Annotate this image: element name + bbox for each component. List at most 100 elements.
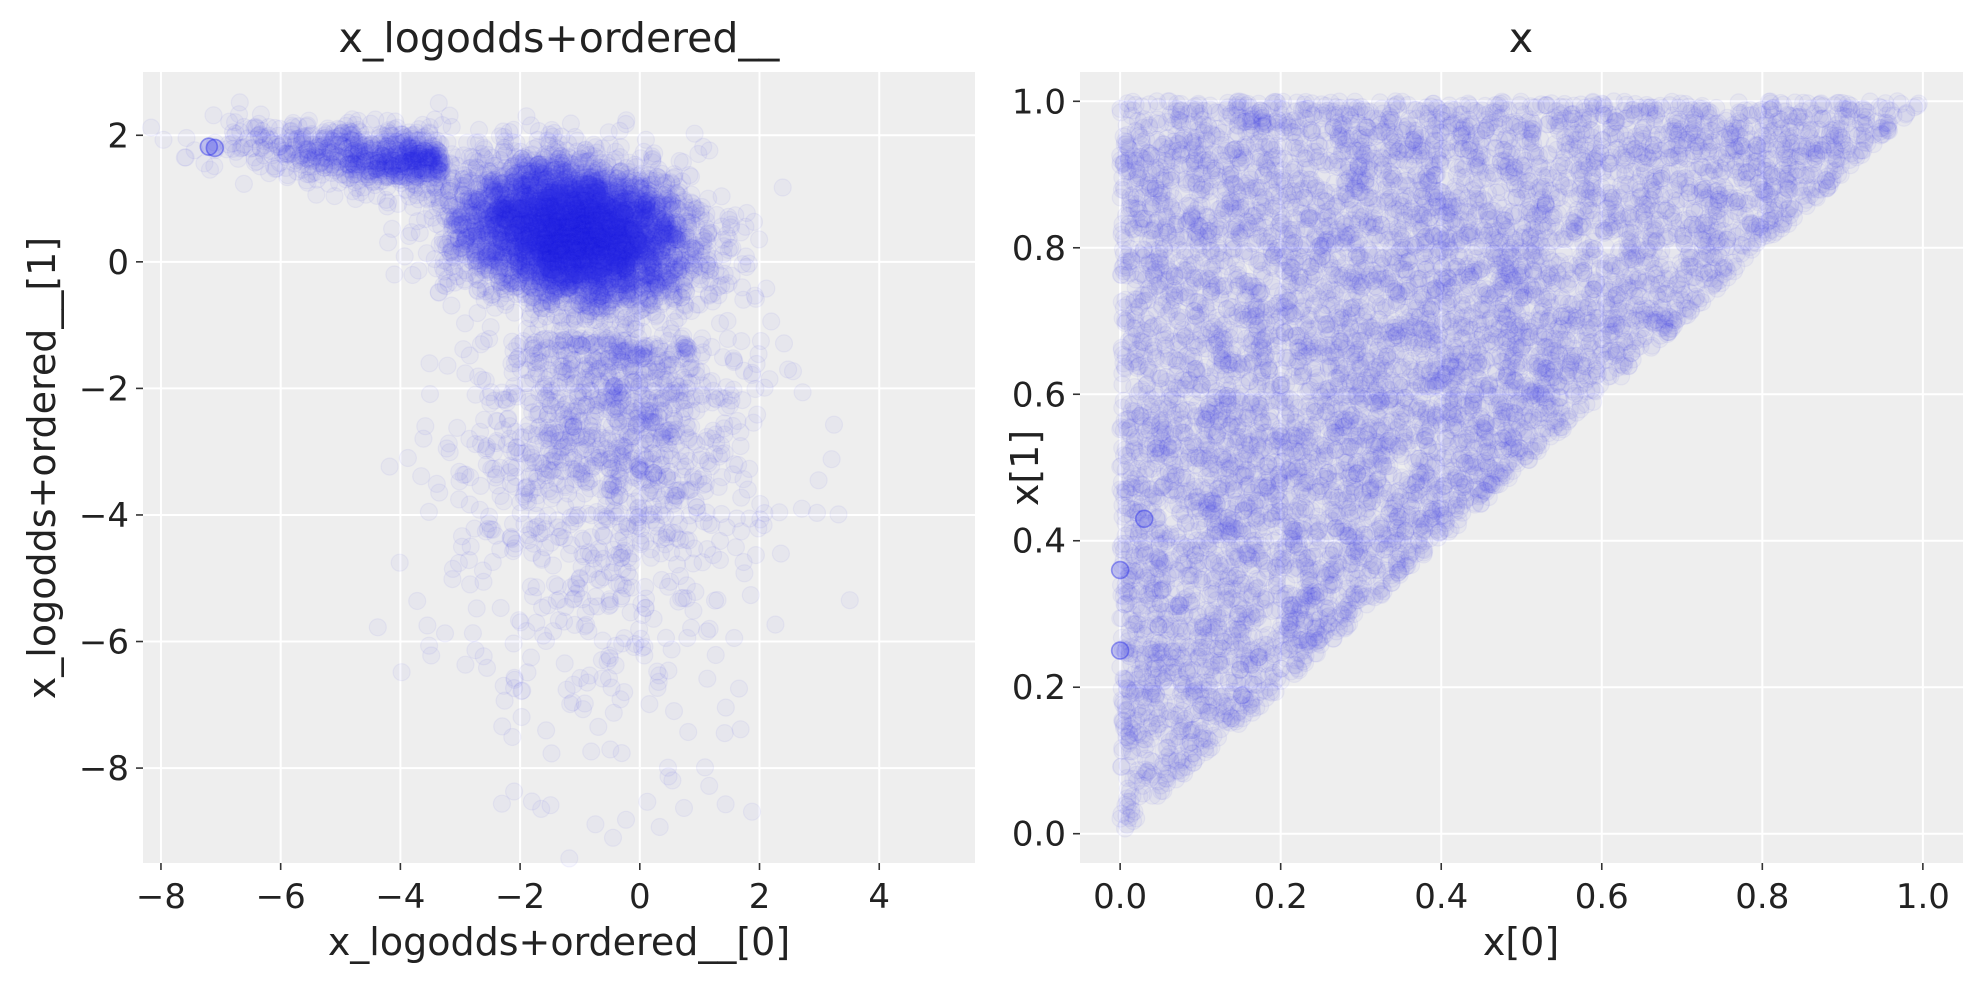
data-point-left <box>492 200 511 220</box>
data-point-left <box>582 742 601 761</box>
data-point-left <box>657 174 676 193</box>
data-point-left <box>513 242 532 261</box>
data-point-left <box>142 118 161 137</box>
data-point-left <box>549 219 568 238</box>
data-point-left <box>385 166 404 185</box>
data-point-left <box>523 175 543 194</box>
data-point-left <box>537 225 556 244</box>
data-point-left <box>503 200 523 219</box>
data-point-left <box>550 200 569 219</box>
data-point-left <box>569 168 588 187</box>
data-point-left <box>516 250 535 269</box>
data-point-left <box>297 117 316 136</box>
data-point-left <box>778 360 798 379</box>
data-point-left <box>485 180 504 199</box>
data-point-left <box>587 209 606 228</box>
data-point-left <box>706 645 725 665</box>
data-point-left <box>554 234 574 253</box>
data-point-left <box>541 250 560 269</box>
data-point-left <box>657 257 676 276</box>
data-point-left <box>511 142 530 161</box>
data-point-left <box>553 400 573 419</box>
data-point-left <box>744 212 764 231</box>
data-point-left <box>408 591 427 611</box>
data-point-left <box>612 252 632 271</box>
data-point-left <box>588 597 607 616</box>
data-point-left <box>520 236 539 255</box>
data-point-left <box>408 137 428 157</box>
data-point-left <box>456 655 475 674</box>
data-point-left <box>533 150 553 169</box>
data-point-left <box>638 235 657 255</box>
data-point-left <box>613 352 632 371</box>
data-point-left <box>649 472 668 491</box>
data-point-left <box>455 314 475 333</box>
data-point-left <box>518 201 537 220</box>
data-point-left <box>596 507 616 526</box>
data-point-left <box>560 181 580 200</box>
data-point-left <box>543 183 562 202</box>
data-point-left <box>675 370 695 389</box>
data-point-left <box>553 270 572 289</box>
data-point-left <box>439 434 458 453</box>
data-point-left <box>591 235 611 254</box>
data-point-left <box>491 598 510 618</box>
data-point-left <box>420 385 440 404</box>
data-point-left <box>579 212 598 231</box>
data-point-left <box>715 723 734 743</box>
data-point-left <box>589 149 608 168</box>
data-point-left <box>505 303 524 322</box>
data-point-left <box>609 237 629 256</box>
data-point-left <box>580 201 599 221</box>
data-point-left <box>620 163 639 182</box>
data-point-left <box>560 849 579 868</box>
data-point-left <box>593 631 612 650</box>
data-point-left <box>647 278 666 297</box>
data-point-left <box>379 233 398 252</box>
data-point-left <box>477 229 496 248</box>
data-point-left <box>720 210 739 229</box>
data-point-left <box>631 505 650 524</box>
data-point-left <box>633 275 652 294</box>
data-point-left <box>562 196 581 215</box>
data-point-left <box>613 383 633 402</box>
data-point-left <box>541 197 560 216</box>
data-point-left <box>622 315 641 334</box>
data-point-left <box>731 437 750 456</box>
data-point-left <box>325 187 344 206</box>
data-point-left <box>567 492 586 511</box>
data-point-left <box>507 184 526 203</box>
data-point-left <box>531 354 550 373</box>
data-point-left <box>584 242 603 261</box>
data-point-left <box>560 258 579 277</box>
data-point-left <box>506 238 525 257</box>
data-point-left <box>534 247 554 266</box>
data-point-left <box>503 220 523 239</box>
data-point-left <box>610 463 630 483</box>
data-point-left <box>619 268 639 287</box>
data-point-left <box>229 149 248 168</box>
data-point-left <box>487 411 506 430</box>
data-point-left <box>774 334 794 353</box>
data-point-left <box>615 541 634 560</box>
data-point-left <box>310 135 329 154</box>
data-point-left <box>549 182 568 201</box>
data-point-left <box>353 130 372 149</box>
data-point-left <box>725 628 744 648</box>
data-point-left <box>558 222 577 241</box>
data-point-left <box>710 550 730 570</box>
data-point-left <box>676 296 695 315</box>
data-point-left <box>481 172 501 191</box>
data-point-left <box>545 219 565 238</box>
data-point-left <box>555 206 574 225</box>
data-point-left <box>665 230 685 249</box>
data-point-left <box>545 468 565 487</box>
data-point-left <box>762 312 781 331</box>
data-point-left <box>675 402 694 421</box>
data-point-left <box>755 503 774 523</box>
data-point-left <box>581 528 601 547</box>
data-point-left <box>640 432 659 451</box>
data-point-left <box>439 274 458 293</box>
data-point-left <box>535 240 554 259</box>
data-point-left <box>793 383 812 402</box>
